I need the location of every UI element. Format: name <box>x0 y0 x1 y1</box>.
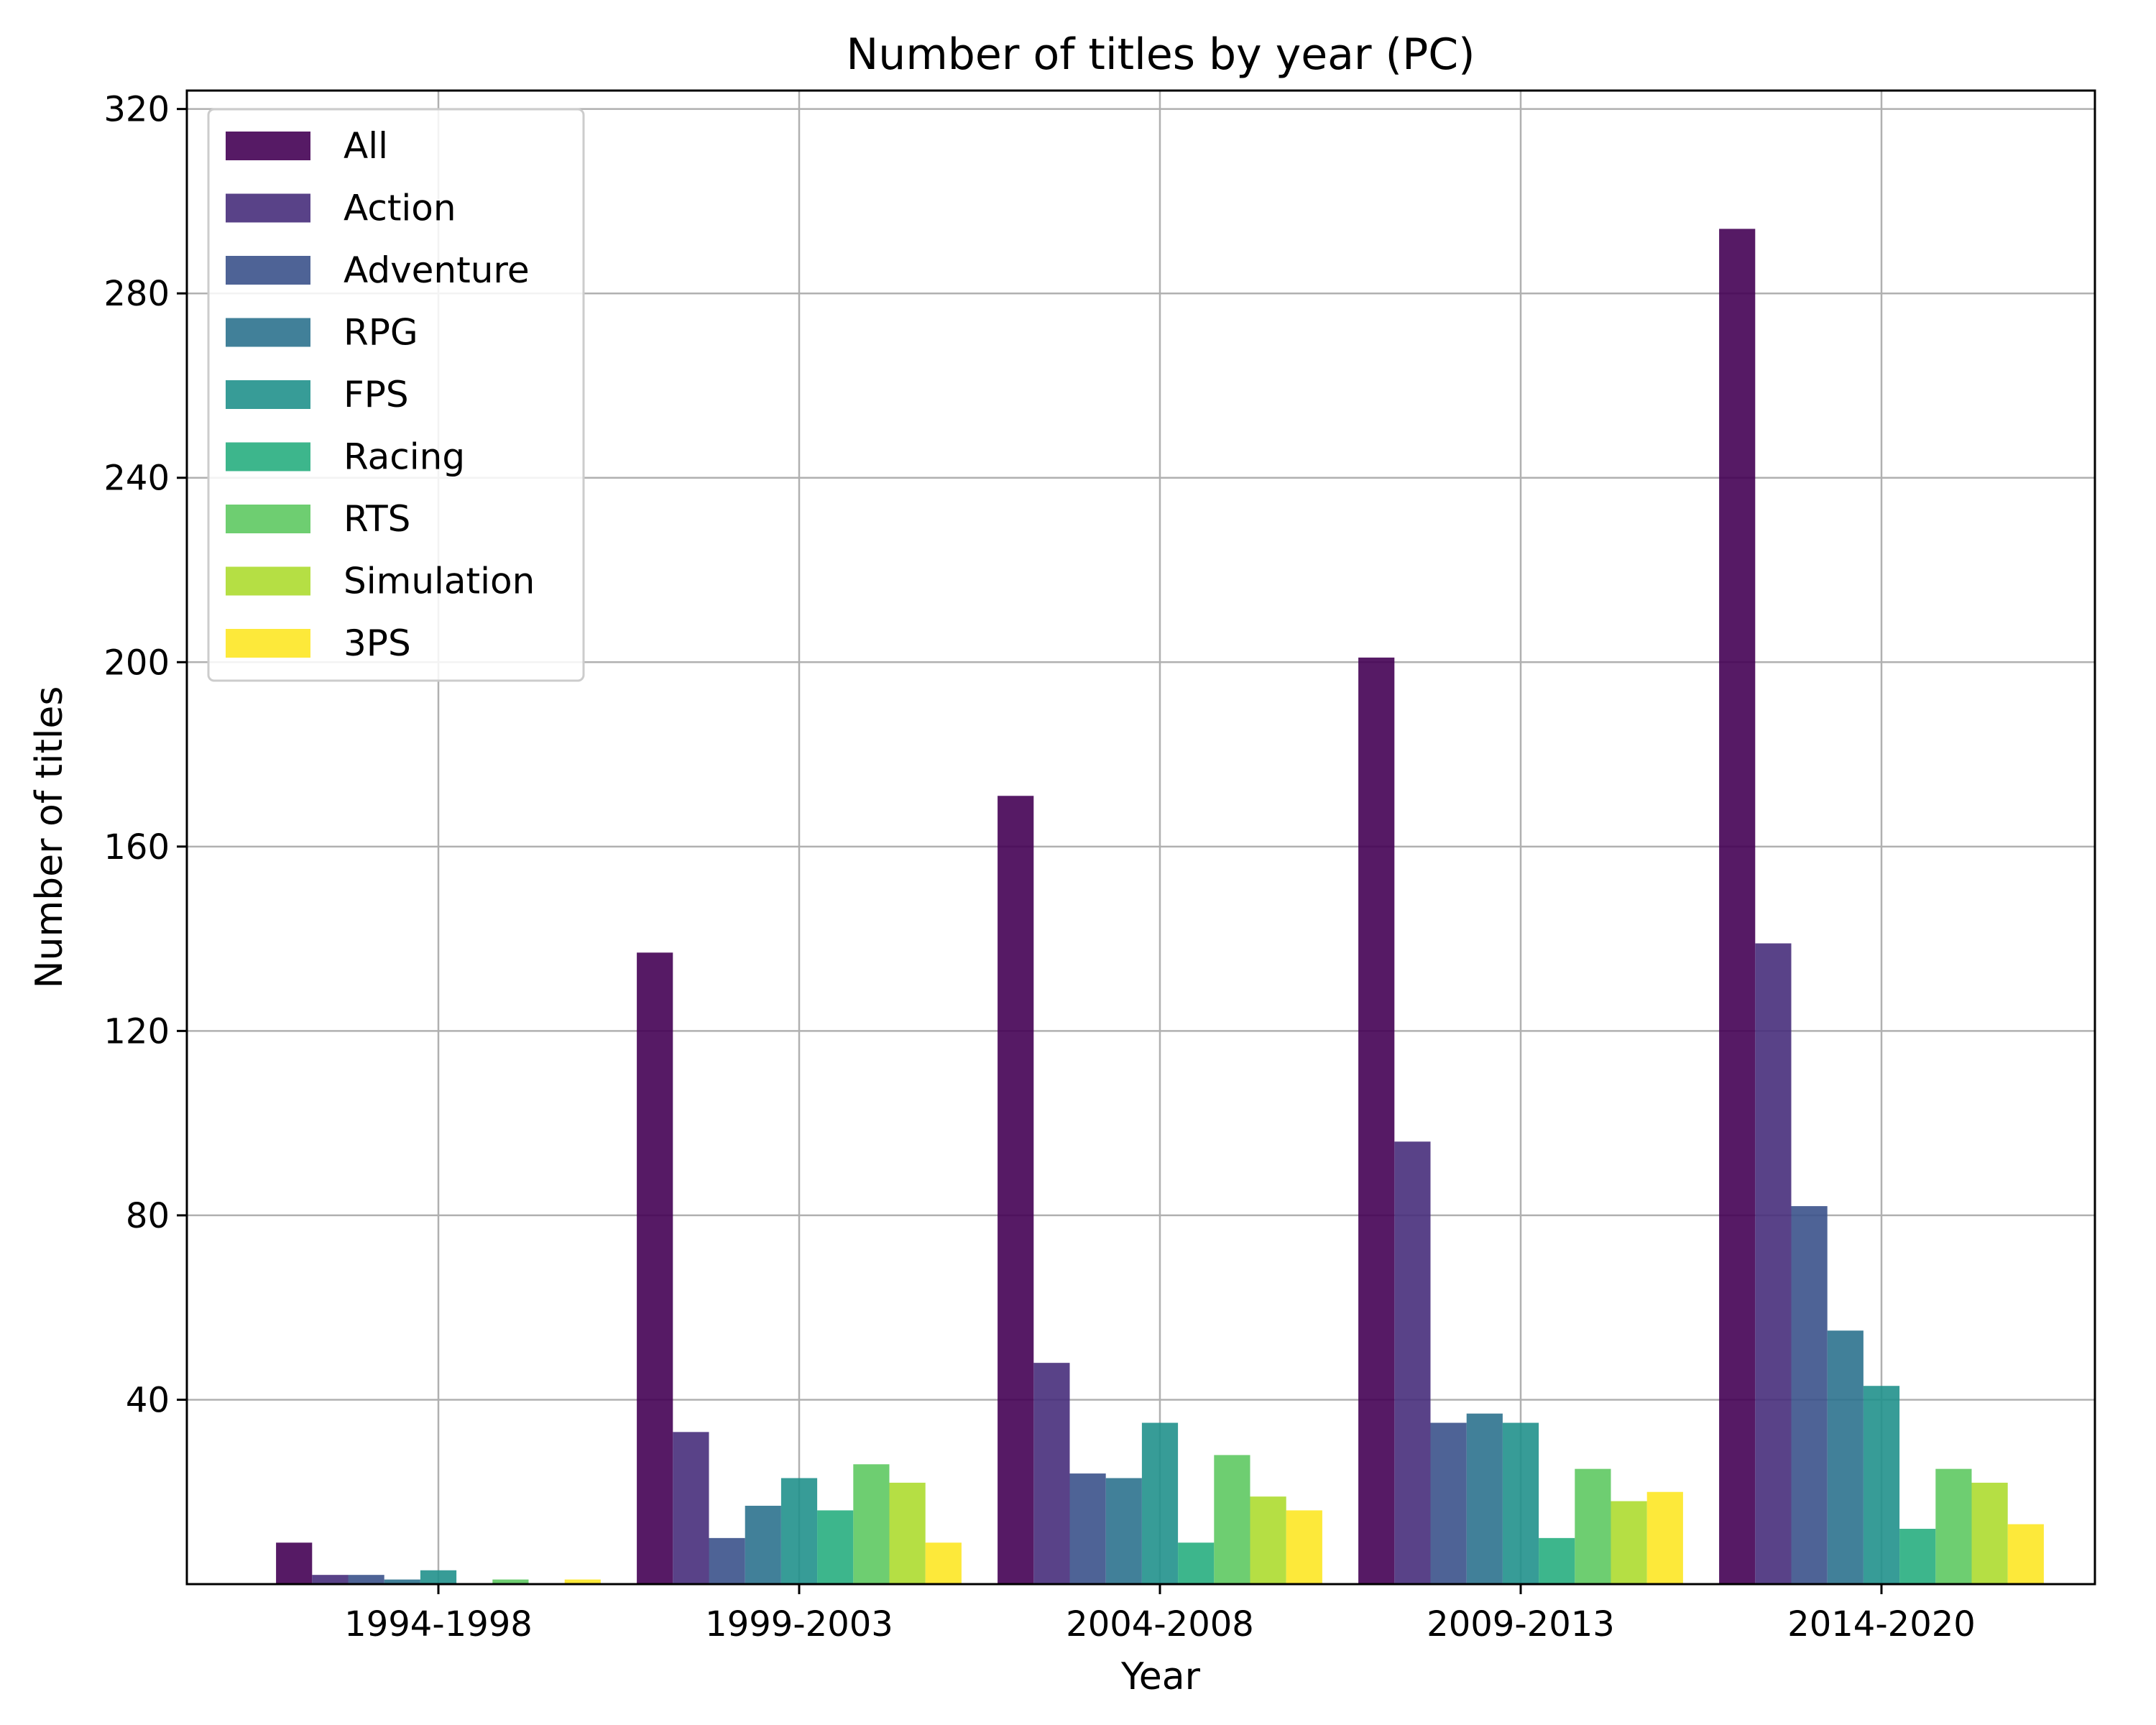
bar-action-2004-2008 <box>1033 1363 1070 1584</box>
x-axis-label: Year <box>1120 1655 1201 1698</box>
bar-adventure-2004-2008 <box>1069 1473 1106 1584</box>
x-tick-label: 2014-2020 <box>1787 1604 1976 1644</box>
legend-swatch <box>226 566 310 596</box>
legend-swatch <box>226 380 310 409</box>
y-tick-label: 200 <box>103 643 170 683</box>
bar-all-2009-2013 <box>1358 657 1395 1584</box>
y-axis: 40 80 120 160 200 240 280 320 <box>103 90 187 1420</box>
legend-label: All <box>344 125 388 167</box>
bar-adventure-1999-2003 <box>709 1537 745 1584</box>
bar-racing-2004-2008 <box>1178 1542 1215 1584</box>
bar-fps-2004-2008 <box>1141 1422 1179 1584</box>
bar-rpg-2014-2020 <box>1827 1330 1864 1584</box>
y-tick-label: 80 <box>126 1196 170 1236</box>
bar-fps-2014-2020 <box>1863 1386 1900 1584</box>
bar-all-1994-1998 <box>276 1542 313 1584</box>
legend-label: Simulation <box>344 561 535 602</box>
y-tick-label: 120 <box>103 1011 170 1052</box>
bar-3ps-2014-2020 <box>2007 1524 2044 1584</box>
legend-label: Action <box>344 188 456 229</box>
bar-simulation-2009-2013 <box>1611 1501 1647 1584</box>
bar-simulation-2004-2008 <box>1250 1496 1286 1584</box>
legend-swatch <box>226 256 310 285</box>
x-axis: 1994-1998 1999-2003 2004-2008 2009-2013 2014… <box>344 1584 1976 1644</box>
bar-3ps-2004-2008 <box>1286 1510 1322 1584</box>
legend-swatch <box>226 132 310 160</box>
chart-title: Number of titles by year (PC) <box>846 29 1475 80</box>
bar-rpg-1994-1998 <box>384 1579 420 1584</box>
legend: All Action Adventure RPG FPS Racing RTS Simulat… <box>207 108 585 682</box>
legend-label: RTS <box>344 498 410 540</box>
bar-fps-2009-2013 <box>1502 1422 1539 1584</box>
bar-rts-2009-2013 <box>1575 1468 1611 1584</box>
bar-all-2004-2008 <box>998 796 1034 1584</box>
bar-fps-1994-1998 <box>420 1570 457 1584</box>
bar-adventure-2009-2013 <box>1430 1422 1467 1584</box>
legend-box <box>207 108 585 682</box>
bar-racing-2014-2020 <box>1899 1529 1936 1584</box>
legend-swatch <box>226 505 310 533</box>
bar-action-2009-2013 <box>1394 1141 1431 1584</box>
legend-swatch <box>226 318 310 347</box>
bar-fps-1999-2003 <box>780 1478 818 1584</box>
legend-label: FPS <box>344 374 409 415</box>
bar-action-1999-2003 <box>673 1432 709 1584</box>
y-tick-label: 240 <box>103 459 170 499</box>
bar-all-1999-2003 <box>637 952 673 1584</box>
bar-rts-2014-2020 <box>1935 1468 1972 1584</box>
bar-adventure-1994-1998 <box>348 1575 384 1584</box>
y-axis-label: Number of titles <box>28 686 71 989</box>
bar-3ps-2009-2013 <box>1646 1491 1683 1584</box>
bar-rpg-2004-2008 <box>1105 1478 1142 1584</box>
y-tick-label: 40 <box>126 1380 170 1420</box>
bar-racing-2009-2013 <box>1539 1537 1575 1584</box>
bar-all-2014-2020 <box>1719 229 1756 1584</box>
legend-label: Racing <box>344 436 465 478</box>
y-tick-label: 320 <box>103 90 170 130</box>
legend-swatch <box>226 442 310 472</box>
bar-3ps-1999-2003 <box>925 1542 962 1584</box>
legend-swatch <box>226 193 310 223</box>
y-tick-label: 280 <box>103 274 170 314</box>
x-tick-label: 1994-1998 <box>344 1604 533 1644</box>
bar-racing-1999-2003 <box>817 1510 854 1584</box>
bar-action-2014-2020 <box>1755 943 1792 1584</box>
bars <box>276 229 2044 1584</box>
bar-3ps-1994-1998 <box>564 1579 601 1584</box>
bar-rpg-1999-2003 <box>745 1505 781 1584</box>
x-tick-label: 2004-2008 <box>1066 1604 1254 1644</box>
plot-frame <box>185 89 2096 1586</box>
y-tick-label: 160 <box>103 827 170 868</box>
legend-label: Adventure <box>344 249 530 291</box>
bar-action-1994-1998 <box>312 1575 349 1584</box>
legend-label: RPG <box>344 312 418 354</box>
bar-rts-2004-2008 <box>1214 1455 1250 1584</box>
legend-swatch <box>226 629 310 658</box>
legend-label: 3PS <box>344 622 411 664</box>
x-tick-label: 2009-2013 <box>1427 1604 1615 1644</box>
bar-rts-1999-2003 <box>853 1464 890 1584</box>
bar-adventure-2014-2020 <box>1791 1206 1828 1584</box>
bar-simulation-2014-2020 <box>1971 1482 2008 1584</box>
bar-rts-1994-1998 <box>492 1579 529 1584</box>
x-tick-label: 1999-2003 <box>705 1604 893 1644</box>
bar-simulation-1999-2003 <box>889 1482 926 1584</box>
bar-rpg-2009-2013 <box>1466 1413 1503 1584</box>
